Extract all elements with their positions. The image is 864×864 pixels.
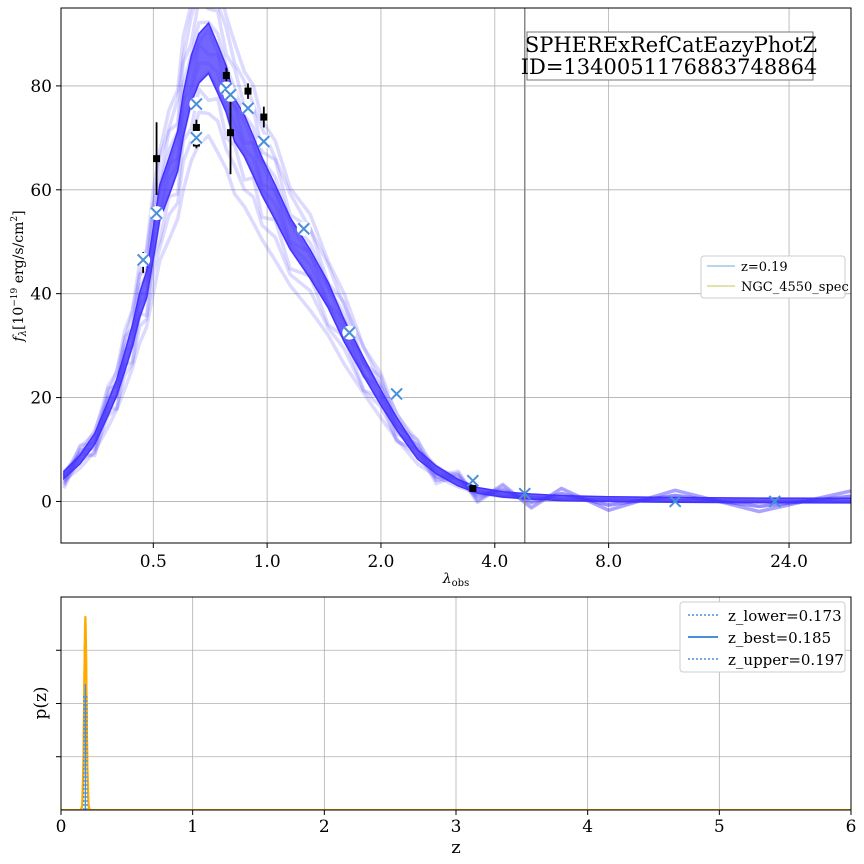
photometry-point [153,155,161,163]
sed-model-band [63,21,851,504]
pz-x-tick-label: 5 [714,817,725,837]
sed-panel: 0.5 1.0 2.0 4.0 8.0 24.0 0 20 40 60 80 SPHERExRef… [10,7,852,589]
marker-stroke [669,495,682,508]
pz-x-tick-label: 1 [187,817,198,837]
pz-y-ticks [56,649,61,758]
legend-label-z-best: z_best=0.185 [728,629,831,647]
model-photometry-marker [190,131,203,145]
marker-stroke [190,131,203,145]
pz-x-ticks: 0 1 2 3 4 5 6 [56,810,857,837]
pz-x-tick-label: 3 [451,817,462,837]
title-frame [526,31,814,81]
marker-stroke [518,487,531,500]
pz-x-tick-label: 0 [56,817,67,837]
legend-label-spectrum: NGC_4550_spec [741,280,849,295]
photometry-point [469,484,477,492]
sed-x-tick-label: 8.0 [595,552,622,572]
sed-x-ticks: 0.5 1.0 2.0 4.0 8.0 24.0 [140,543,808,572]
sed-y-ticks: 0 20 40 60 80 [30,77,61,512]
marker-stroke [190,97,203,111]
pz-y-axis-label: p(z) [31,686,51,719]
pz-x-tick-label: 6 [846,817,857,837]
photometry-point [192,123,200,131]
photometry-point [244,87,252,95]
sed-y-tick-label: 40 [30,285,52,305]
pz-x-tick-label: 4 [582,817,593,837]
model-photometry-marker [150,206,163,220]
sed-plot-frame [60,7,852,544]
sed-x-tick-label: 2.0 [367,552,394,572]
pz-panel: 0 1 2 3 4 5 6 z_lower=0.173 z_best=0.185 z_upp… [31,596,857,858]
sed-y-tick-label: 20 [30,389,52,409]
marker-stroke [224,88,237,101]
pz-x-axis-label: z [451,837,460,858]
model-photometry-marker [669,495,682,508]
marker-stroke [257,135,271,148]
photometry-point [222,72,230,80]
pz-legend-frame [679,601,846,673]
model-photometry-marker [224,88,237,101]
sed-x-axis-label: λobs [442,571,469,589]
model-photometry-marker [768,495,781,508]
sed-x-tick-label: 0.5 [140,552,167,572]
sed-y-axis-label: fλ[10−19 erg/s/cm2] [10,210,29,342]
marker-stroke [220,82,233,95]
sed-title: SPHERExRefCatEazyPhotZ [525,33,817,57]
marker-stroke [150,206,163,220]
sed-legend: z=0.19 NGC_4550_spec [700,255,849,299]
marker-stroke [241,102,255,115]
marker-stroke [768,495,781,508]
sed-model-realisation [62,110,851,509]
sed-y-tick-label: 60 [30,181,52,201]
pz-x-tick-label: 2 [319,817,330,837]
model-photometry-marker [257,135,271,148]
sed-title-box: SPHERExRefCatEazyPhotZ ID=13400511768837… [521,31,818,81]
sed-y-tick-label: 0 [41,492,52,512]
model-photometry-marker [297,222,310,235]
legend-label-z-upper: z_upper=0.197 [728,651,844,669]
legend-label-z-lower: z_lower=0.173 [728,607,842,625]
pz-legend: z_lower=0.173 z_best=0.185 z_upper=0.197 [679,601,846,673]
legend-label-model: z=0.19 [741,260,788,275]
photometry-point [260,113,268,121]
photometry-point [226,129,234,137]
marker-stroke [343,326,356,339]
marker-stroke [136,253,150,267]
sed-model-photometry [136,81,781,508]
sed-model-curves [62,8,851,514]
model-photometry-marker [190,97,203,111]
model-photometry-marker [343,326,356,339]
sed-y-tick-label: 80 [30,77,52,97]
sed-object-id: ID=1340051176883748864 [521,55,818,79]
sed-x-tick-label: 4.0 [481,552,508,572]
model-photometry-marker [466,474,480,487]
sed-grid [61,8,851,543]
model-photometry-marker [136,253,150,267]
model-photometry-marker [241,102,255,115]
sed-x-tick-label: 1.0 [254,552,281,572]
model-photometry-marker [390,387,403,401]
marker-stroke [297,222,310,235]
model-photometry-marker [518,487,531,500]
marker-stroke [466,474,480,487]
sed-x-tick-label: 24.0 [770,552,808,572]
marker-stroke [390,387,403,401]
sed-legend-frame [700,255,846,299]
